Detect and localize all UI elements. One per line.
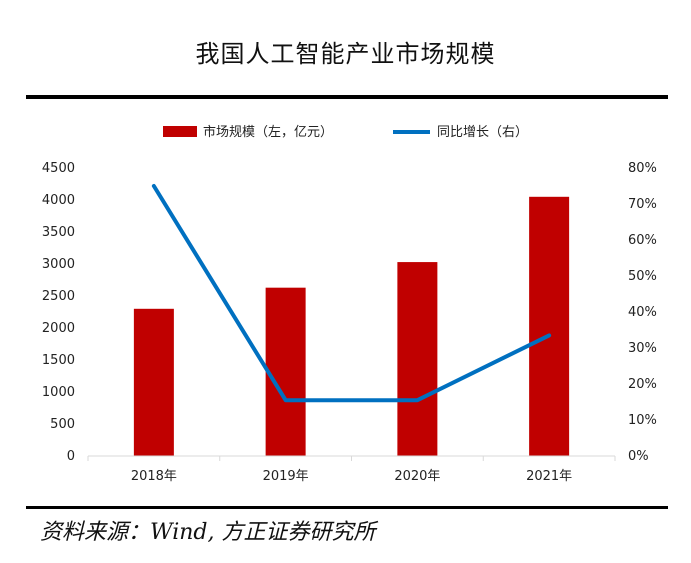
line-series <box>151 184 552 403</box>
right-tick-label: 40% <box>628 305 657 320</box>
growth-point <box>416 399 418 401</box>
bar <box>133 308 174 456</box>
right-tick-label: 50% <box>628 269 657 284</box>
x-axis: 2018年 2019年 2020年 2021年 <box>87 456 616 484</box>
right-tick-label: 80% <box>628 161 657 176</box>
right-tick-label: 30% <box>628 341 657 356</box>
chart-title: 我国人工智能产业市场规模 <box>195 40 496 68</box>
left-tick-label: 0 <box>67 449 75 464</box>
left-tick-label: 2500 <box>42 289 75 304</box>
right-axis: 0% 10% 20% 30% 40% 50% 60% 70% 80% <box>628 161 657 464</box>
growth-line <box>151 184 552 403</box>
bar <box>397 262 438 456</box>
x-tick-label: 2019年 <box>263 469 309 484</box>
legend-bar-swatch <box>163 126 197 137</box>
right-tick-label: 20% <box>628 377 657 392</box>
top-rule <box>26 95 668 99</box>
left-tick-label: 500 <box>50 417 75 432</box>
bar <box>529 196 570 457</box>
x-tick-label: 2020年 <box>394 469 440 484</box>
bottom-rule <box>26 506 668 509</box>
x-tick-label: 2018年 <box>131 469 177 484</box>
source-note: 资料来源：Wind, 方正证券研究所 <box>40 520 376 545</box>
left-tick-label: 2000 <box>42 321 75 336</box>
legend: 市场规模（左，亿元） 同比增长（右） <box>163 124 528 140</box>
left-tick-label: 4500 <box>42 161 75 176</box>
left-tick-label: 4000 <box>42 193 75 208</box>
legend-bar-label: 市场规模（左，亿元） <box>203 124 333 140</box>
growth-point <box>153 185 155 187</box>
left-tick-label: 1500 <box>42 353 75 368</box>
bar <box>265 287 306 456</box>
right-tick-label: 10% <box>628 413 657 428</box>
right-tick-label: 60% <box>628 233 657 248</box>
legend-line-label: 同比增长（右） <box>437 125 528 140</box>
left-tick-label: 1000 <box>42 385 75 400</box>
bar-series <box>133 196 570 457</box>
right-tick-label: 0% <box>628 449 649 464</box>
right-tick-label: 70% <box>628 197 657 212</box>
growth-point <box>285 399 287 401</box>
left-axis: 0 500 1000 1500 2000 2500 3000 3500 4000 4500 <box>42 161 75 464</box>
x-tick-label: 2021年 <box>526 469 572 484</box>
growth-point <box>548 334 550 336</box>
left-tick-label: 3500 <box>42 225 75 240</box>
left-tick-label: 3000 <box>42 257 75 272</box>
